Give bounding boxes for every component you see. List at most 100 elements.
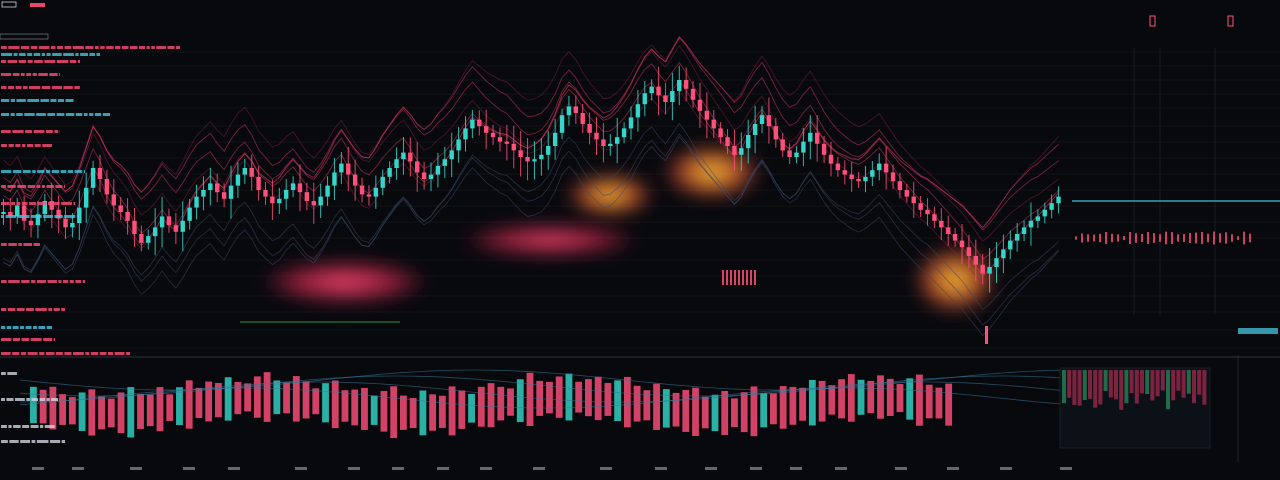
label-glyph (34, 60, 43, 63)
label-glyph (16, 202, 21, 205)
candle-body (621, 128, 627, 138)
candle-body (70, 223, 75, 228)
label-glyph (26, 398, 30, 401)
candle-body (146, 236, 151, 243)
label-glyph (8, 280, 20, 283)
candle-body (939, 220, 944, 228)
volume-bar (331, 380, 339, 429)
heatmap-cell (1197, 370, 1202, 395)
label-glyph (33, 243, 40, 246)
label-glyph (39, 352, 45, 355)
label-glyph (73, 202, 75, 205)
candle-body (780, 139, 785, 151)
candle-body (725, 137, 730, 146)
label-glyph (56, 46, 64, 49)
volume-bar (224, 377, 232, 421)
candle-body (808, 132, 813, 142)
label-glyph (8, 243, 17, 246)
candle-body (263, 190, 268, 197)
candle-body (890, 172, 896, 182)
label-glyph (56, 113, 65, 116)
candle-body (973, 256, 979, 265)
candle-body (504, 141, 510, 144)
heatmap-cell (1155, 370, 1160, 397)
heatmap-cell (1077, 370, 1082, 406)
candle-body (180, 220, 185, 232)
glow-blob-left (260, 260, 430, 304)
candle-body (608, 143, 613, 146)
label-glyph (15, 144, 21, 147)
right-tick (1171, 232, 1173, 244)
right-tick (1153, 233, 1155, 243)
right-tick (1249, 233, 1251, 243)
label-glyph (20, 352, 27, 355)
heatmap-cell (1150, 370, 1155, 401)
candle-body (15, 205, 20, 217)
label-glyph (39, 398, 46, 401)
candle-body (63, 218, 68, 228)
candle-body (304, 192, 310, 201)
label-glyph (76, 215, 80, 218)
volume-bar (215, 382, 222, 418)
x-tick-mark (705, 467, 717, 470)
label-glyph (85, 46, 94, 49)
candle-body (1021, 227, 1027, 234)
volume-bar (146, 394, 154, 427)
candle-body (932, 214, 937, 221)
label-glyph (1, 130, 11, 133)
label-glyph (41, 53, 45, 56)
label-glyph (28, 86, 41, 89)
candle-body (346, 163, 351, 175)
candle-body (42, 201, 48, 215)
candle-body (842, 170, 847, 175)
right-tick (1081, 233, 1083, 243)
label-glyph (82, 280, 85, 283)
candle-body (918, 203, 923, 210)
volume-bar (526, 372, 534, 427)
candle-body (566, 106, 572, 116)
label-glyph (1, 398, 5, 401)
x-tick-mark (790, 467, 802, 470)
label-glyph (1, 243, 7, 246)
volume-bar (818, 380, 826, 422)
label-glyph (63, 86, 73, 89)
top-marker (1227, 15, 1234, 27)
heatmap-cell (1129, 370, 1134, 394)
volume-bar (292, 376, 300, 422)
label-glyph (33, 130, 45, 133)
candle-body (525, 157, 530, 162)
label-glyph (45, 170, 51, 173)
right-tick (1135, 233, 1137, 243)
candle-body (552, 132, 558, 146)
volume-bar (88, 389, 96, 436)
label-glyph (83, 113, 88, 116)
candle-body (415, 161, 420, 173)
label-glyph (47, 202, 60, 205)
x-tick-mark (392, 467, 404, 470)
volume-panel (19, 369, 1072, 470)
indicator-ribbons (3, 35, 1059, 337)
label-glyph (31, 398, 39, 401)
label-glyph (1, 440, 8, 443)
candle-body (83, 187, 89, 208)
volume-bar (137, 393, 144, 429)
volume-bar (925, 384, 933, 419)
right-tick (1231, 234, 1233, 242)
volume-bar (234, 381, 242, 415)
label-glyph (15, 86, 22, 89)
label-glyph (50, 46, 56, 49)
candle-body (849, 174, 854, 179)
heatmap-cell (1103, 370, 1108, 392)
volume-spike (742, 270, 744, 285)
label-glyph (49, 73, 58, 76)
volume-bar (711, 394, 719, 432)
candle-body (380, 176, 385, 188)
volume-bar (438, 395, 446, 428)
ribbon-line-blue (3, 136, 1059, 337)
label-glyph (45, 130, 53, 133)
volume-bar (916, 374, 923, 426)
x-tick-mark (480, 467, 492, 470)
label-glyph (51, 170, 60, 173)
label-glyph (1, 280, 7, 283)
ribbon-line (3, 36, 1059, 231)
